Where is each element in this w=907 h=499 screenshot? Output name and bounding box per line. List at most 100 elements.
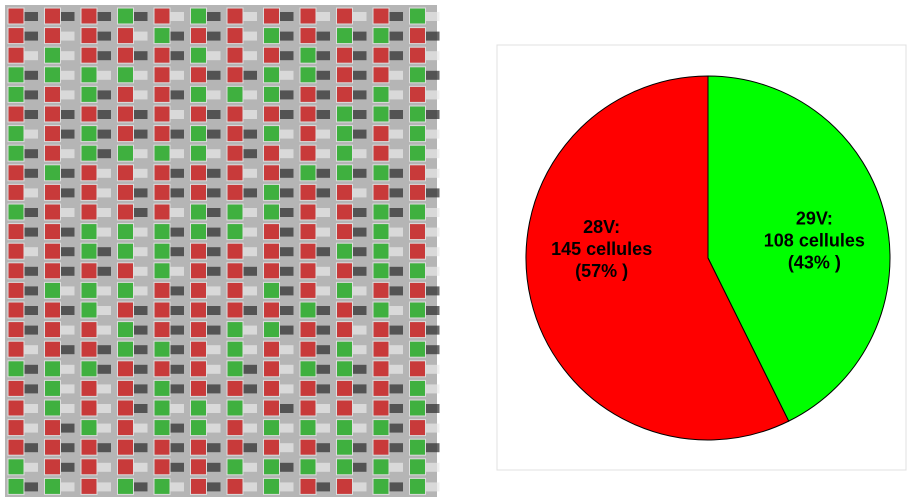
cell-gap	[352, 325, 367, 335]
cell	[263, 399, 280, 417]
cell-gap	[60, 404, 75, 413]
cell	[409, 105, 426, 123]
cell-gap	[279, 110, 294, 119]
cell	[226, 27, 244, 45]
slice-category: 28V:	[583, 217, 620, 237]
cell-gap	[279, 90, 294, 100]
cell-gap	[279, 462, 294, 472]
cell	[190, 399, 207, 417]
cell	[263, 105, 280, 123]
cell-gap	[316, 31, 330, 41]
cell	[263, 85, 280, 103]
cell-gap	[97, 149, 111, 159]
cell	[117, 223, 134, 241]
cell-gap	[425, 423, 440, 433]
cell-gap	[389, 306, 403, 315]
cell-gap	[425, 325, 440, 335]
cell-gap	[133, 462, 148, 472]
cell-gap	[24, 110, 38, 119]
cell	[299, 223, 317, 241]
cell-gap	[243, 208, 257, 217]
cell-gap	[97, 266, 111, 276]
cell	[372, 164, 390, 182]
cell-gap	[316, 404, 330, 413]
cell	[409, 458, 426, 476]
cell	[190, 203, 207, 221]
cell	[409, 27, 426, 45]
cell-gap	[60, 364, 75, 374]
cell-gap	[24, 227, 38, 237]
cell	[153, 321, 171, 339]
cell-gap	[24, 286, 38, 296]
cell-gap	[24, 482, 38, 492]
cell-gap	[60, 482, 75, 492]
cell-gap	[425, 90, 440, 100]
cell	[336, 66, 353, 84]
cell	[153, 7, 171, 25]
cell-gap	[24, 423, 38, 433]
cell	[117, 144, 134, 162]
cell-gap	[206, 208, 221, 217]
cell-gap	[24, 90, 38, 100]
cell	[336, 438, 353, 456]
cell-gap	[97, 12, 111, 21]
cell	[226, 164, 244, 182]
cell-gap	[97, 404, 111, 413]
cell-gap	[352, 227, 367, 237]
cell	[299, 321, 317, 339]
cell	[190, 458, 207, 476]
cell	[372, 360, 390, 378]
cell	[372, 183, 390, 201]
cell-gap	[389, 443, 403, 453]
cell-gap	[206, 129, 221, 139]
cell-gap	[170, 306, 184, 315]
cell-gap	[389, 345, 403, 355]
cell	[409, 223, 426, 241]
cell	[153, 242, 171, 260]
cell	[44, 46, 61, 64]
cell	[80, 360, 98, 378]
cell	[7, 321, 25, 339]
cell-gap	[352, 110, 367, 119]
cell-gap	[425, 110, 440, 119]
cell	[263, 242, 280, 260]
cell	[190, 281, 207, 299]
cell-gap	[316, 423, 330, 433]
cell	[44, 125, 61, 143]
cell-gap	[97, 227, 111, 237]
cell	[117, 340, 134, 358]
cell-gap	[170, 462, 184, 472]
cell	[80, 242, 98, 260]
cell-gap	[24, 31, 38, 41]
cell-gap	[389, 51, 403, 61]
cell-gap	[425, 31, 440, 41]
cell-gap	[133, 404, 148, 413]
cell-gap	[206, 188, 221, 198]
cell-gap	[243, 12, 257, 21]
cell	[263, 419, 280, 437]
cell-gap	[97, 247, 111, 257]
cell-gap	[206, 168, 221, 178]
cell	[190, 66, 207, 84]
cell	[7, 27, 25, 45]
cell-gap	[206, 482, 221, 492]
cell-gap	[425, 286, 440, 296]
cell-gap	[60, 306, 75, 315]
cell	[263, 379, 280, 397]
cell	[372, 458, 390, 476]
cell	[7, 85, 25, 103]
cell	[80, 379, 98, 397]
cell-gap	[389, 482, 403, 492]
cell	[226, 321, 244, 339]
cell	[44, 477, 61, 495]
cell	[226, 203, 244, 221]
cell	[7, 144, 25, 162]
cell	[299, 203, 317, 221]
cell	[263, 27, 280, 45]
cell-gap	[352, 384, 367, 394]
cell-gap	[389, 31, 403, 41]
cell	[153, 340, 171, 358]
cell	[7, 379, 25, 397]
